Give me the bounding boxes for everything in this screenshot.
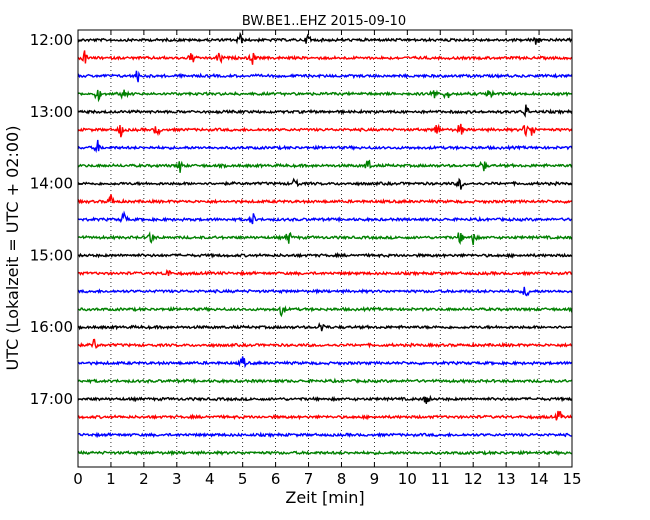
x-tick-label: 7 (304, 470, 314, 488)
y-tick-label: 13:00 (30, 103, 73, 121)
trace-1700 (77, 394, 573, 404)
x-axis-ticks: 0 1 2 3 4 5 6 7 8 9 10 11 12 13 14 15 (73, 30, 582, 488)
trace-1230 (77, 70, 573, 83)
x-tick-label: 0 (73, 470, 83, 488)
plot-frame (77, 29, 573, 468)
x-tick-label: 5 (238, 470, 248, 488)
trace-1215 (77, 50, 573, 65)
trace-1430 (77, 210, 573, 225)
trace-1415 (77, 194, 573, 205)
trace-1545 (77, 305, 573, 318)
trace-1715 (77, 410, 573, 421)
trace-1600 (77, 322, 573, 332)
y-axis-ticks: 12:00 13:00 14:00 15:00 16:00 17:00 (30, 31, 572, 408)
trace-1630 (77, 356, 573, 369)
y-tick-label: 14:00 (30, 175, 73, 193)
x-tick-label: 12 (464, 470, 483, 488)
trace-1730 (77, 431, 573, 439)
x-tick-label: 6 (271, 470, 281, 488)
trace-1500 (77, 251, 573, 259)
trace-1645 (77, 377, 573, 385)
x-tick-label: 9 (370, 470, 380, 488)
trace-1530 (77, 286, 573, 297)
y-tick-label: 17:00 (30, 390, 73, 408)
chart-title: BW.BE1..EHZ 2015-09-10 (242, 14, 406, 29)
x-tick-label: 15 (562, 470, 581, 488)
trace-1445 (77, 230, 573, 246)
x-tick-label: 4 (205, 470, 215, 488)
y-tick-label: 15:00 (30, 246, 73, 264)
trace-1300 (77, 104, 573, 118)
x-tick-label: 13 (497, 470, 516, 488)
x-axis-label: Zeit [min] (285, 488, 364, 507)
trace-1745 (77, 449, 573, 457)
trace-lines (77, 31, 573, 457)
trace-1245 (77, 89, 573, 103)
trace-1515 (77, 269, 573, 277)
x-tick-label: 3 (172, 470, 182, 488)
x-tick-label: 10 (398, 470, 417, 488)
x-tick-label: 2 (139, 470, 149, 488)
x-tick-label: 14 (530, 470, 549, 488)
trace-1200 (77, 31, 573, 45)
grid-lines (110, 30, 540, 467)
y-tick-label: 12:00 (30, 31, 73, 49)
trace-1400 (77, 177, 573, 190)
trace-1345 (77, 159, 573, 173)
x-tick-label: 1 (106, 470, 116, 488)
x-tick-label: 8 (337, 470, 347, 488)
trace-1330 (77, 139, 573, 154)
y-axis-label: UTC (Lokalzeit = UTC + 02:00) (3, 126, 22, 371)
trace-1615 (77, 338, 573, 349)
y-tick-label: 16:00 (30, 318, 73, 336)
x-tick-label: 11 (431, 470, 450, 488)
trace-1315 (77, 123, 573, 138)
